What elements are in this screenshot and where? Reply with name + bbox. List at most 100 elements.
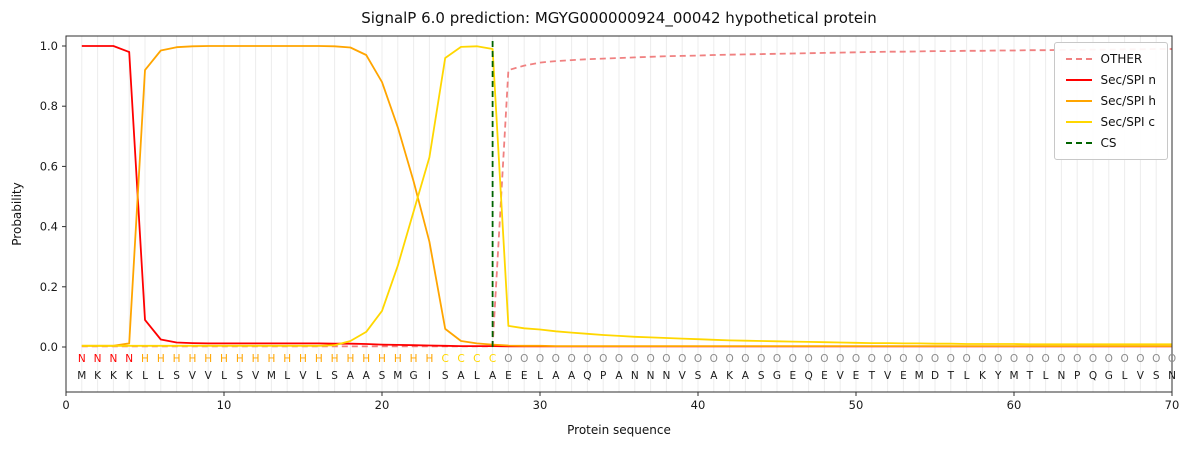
residue-letter: D <box>931 370 939 382</box>
x-axis-label: Protein sequence <box>567 423 671 437</box>
residue-letter: A <box>457 370 465 382</box>
region-label: O <box>915 353 923 365</box>
region-label: O <box>678 353 686 365</box>
region-label: O <box>615 353 623 365</box>
legend-label-other: OTHER <box>1100 52 1143 66</box>
region-label: O <box>1010 353 1018 365</box>
residue-letter: A <box>742 370 750 382</box>
legend-line-cs <box>1065 142 1092 144</box>
region-label: O <box>1026 353 1034 365</box>
residue-letter: S <box>331 370 338 382</box>
region-label: O <box>1152 353 1160 365</box>
residue-letter: A <box>347 370 355 382</box>
region-label: C <box>457 353 464 365</box>
residue-letter: V <box>679 370 687 382</box>
legend-line-sec-spi-c <box>1065 121 1092 123</box>
residue-letter: A <box>615 370 623 382</box>
region-label: O <box>567 353 575 365</box>
y-tick-label: 0.2 <box>40 280 58 294</box>
region-label: O <box>962 353 970 365</box>
residue-letter: G <box>410 370 418 382</box>
region-label: O <box>773 353 781 365</box>
series-line-sec-spi-h <box>81 45 1172 348</box>
region-label: O <box>820 353 828 365</box>
residue-letter: L <box>284 370 290 382</box>
region-label: O <box>694 353 702 365</box>
legend-label-cs: CS <box>1100 136 1117 150</box>
residue-letter: K <box>726 370 734 382</box>
residue-letter: N <box>1168 370 1176 382</box>
region-label: O <box>1105 353 1113 365</box>
region-label: H <box>331 353 339 365</box>
residue-letter: V <box>252 370 260 382</box>
region-label: H <box>299 353 307 365</box>
region-label: O <box>852 353 860 365</box>
region-label: O <box>1057 353 1065 365</box>
residue-letter: K <box>979 370 987 382</box>
region-label: H <box>410 353 418 365</box>
region-label: O <box>552 353 560 365</box>
residue-letter: Y <box>994 370 1002 382</box>
region-label: O <box>583 353 591 365</box>
legend-item-sec-spi-h: Sec/SPI h <box>1065 94 1156 108</box>
residue-letter: A <box>568 370 576 382</box>
residue-letter: K <box>126 370 134 382</box>
residue-letter: S <box>1153 370 1160 382</box>
region-label: O <box>836 353 844 365</box>
legend-item-other: OTHER <box>1065 52 1156 66</box>
region-label: H <box>157 353 165 365</box>
region-label: H <box>204 353 212 365</box>
residue-letter: S <box>173 370 180 382</box>
residue-letter: T <box>947 370 955 382</box>
residue-letter: I <box>428 370 431 382</box>
region-label: O <box>741 353 749 365</box>
y-tick-label: 0.8 <box>40 99 58 113</box>
region-label: H <box>362 353 370 365</box>
region-label: O <box>757 353 765 365</box>
region-label: O <box>883 353 891 365</box>
residue-letter: P <box>600 370 606 382</box>
region-label: H <box>346 353 354 365</box>
residue-letter: P <box>1074 370 1080 382</box>
residue-letter: L <box>158 370 164 382</box>
region-label: N <box>125 353 133 365</box>
region-label: N <box>109 353 117 365</box>
residue-letter: S <box>442 370 449 382</box>
region-label: O <box>1089 353 1097 365</box>
residue-letter: V <box>205 370 213 382</box>
residue-letter: A <box>363 370 371 382</box>
residue-letter: M <box>393 370 402 382</box>
region-label: H <box>188 353 196 365</box>
legend-label-sec-spi-c: Sec/SPI c <box>1100 115 1155 129</box>
y-tick-label: 0.6 <box>40 159 58 173</box>
residue-letter: E <box>505 370 512 382</box>
region-label: H <box>283 353 291 365</box>
legend-label-sec-spi-h: Sec/SPI h <box>1100 94 1156 108</box>
x-tick-label: 10 <box>217 398 232 412</box>
region-label: H <box>173 353 181 365</box>
residue-letter: T <box>1026 370 1034 382</box>
residue-letter: L <box>537 370 543 382</box>
residue-letter: L <box>474 370 480 382</box>
region-label: H <box>236 353 244 365</box>
residue-letter: M <box>1009 370 1018 382</box>
region-label: C <box>489 353 496 365</box>
region-label: O <box>1136 353 1144 365</box>
series-line-sec-spi-c <box>81 45 1172 347</box>
region-label: O <box>662 353 670 365</box>
x-tick-label: 60 <box>1007 398 1022 412</box>
region-label: O <box>804 353 812 365</box>
residue-letter: V <box>884 370 892 382</box>
legend-item-sec-spi-n: Sec/SPI n <box>1065 73 1156 87</box>
residue-letter: L <box>1122 370 1128 382</box>
region-label: O <box>899 353 907 365</box>
region-label: O <box>1073 353 1081 365</box>
region-label: O <box>646 353 654 365</box>
region-label: O <box>710 353 718 365</box>
region-label: H <box>394 353 402 365</box>
residue-letter: T <box>868 370 876 382</box>
residue-letter: M <box>915 370 924 382</box>
region-label: O <box>947 353 955 365</box>
region-label: O <box>536 353 544 365</box>
